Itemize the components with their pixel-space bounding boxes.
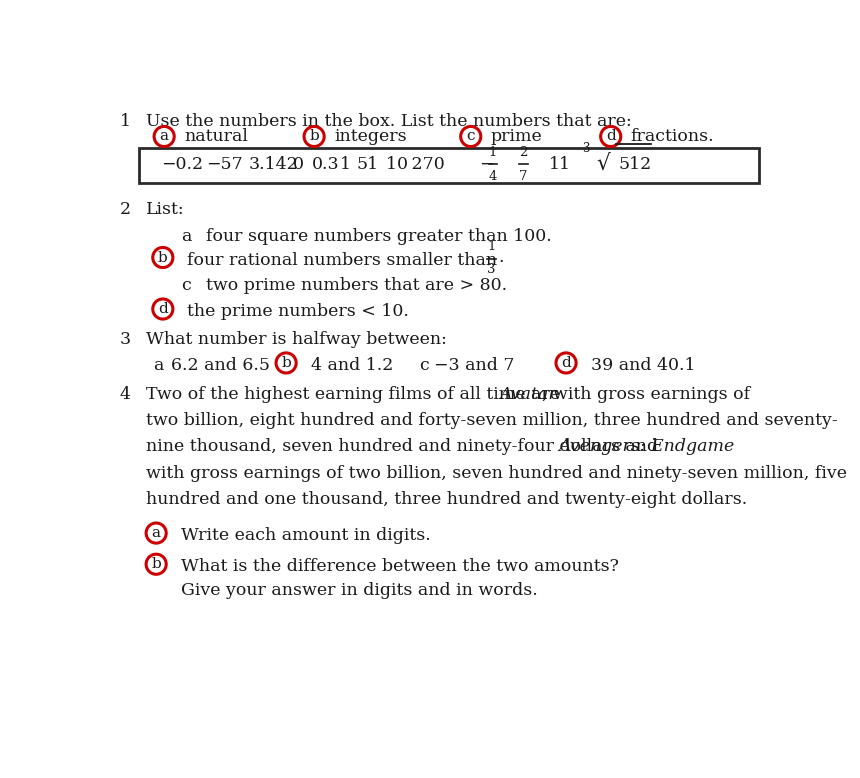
Text: What is the difference between the two amounts?: What is the difference between the two a…	[181, 559, 618, 575]
Text: 7: 7	[519, 170, 528, 183]
Text: −0.2: −0.2	[161, 156, 203, 173]
Text: 39 and 40.1: 39 and 40.1	[591, 357, 695, 374]
Text: c: c	[466, 129, 475, 143]
Text: a: a	[160, 129, 169, 143]
Text: 0: 0	[292, 156, 304, 173]
Text: Avatar: Avatar	[499, 386, 556, 403]
Text: d: d	[158, 302, 168, 316]
Text: 51: 51	[357, 156, 379, 173]
Text: a: a	[153, 357, 163, 374]
Text: a: a	[151, 526, 161, 540]
Text: 3.142: 3.142	[249, 156, 298, 173]
Text: What number is halfway between:: What number is halfway between:	[146, 331, 447, 349]
Text: b: b	[281, 356, 291, 370]
Text: 0.3: 0.3	[312, 156, 340, 173]
Text: 1: 1	[120, 113, 131, 129]
Text: b: b	[310, 129, 319, 143]
Text: c: c	[420, 357, 429, 374]
Text: two billion, eight hundred and forty-seven million, three hundred and seventy-: two billion, eight hundred and forty-sev…	[146, 412, 838, 429]
Text: c: c	[181, 277, 191, 294]
Text: 10 270: 10 270	[386, 156, 445, 173]
Text: nine thousand, seven hundred and ninety-four dollars and: nine thousand, seven hundred and ninety-…	[146, 439, 664, 455]
Text: √: √	[597, 153, 611, 175]
Text: Use the numbers in the box. List the numbers that are:: Use the numbers in the box. List the num…	[146, 113, 632, 129]
Text: 512: 512	[618, 156, 651, 173]
Text: d: d	[605, 129, 616, 143]
Text: d: d	[562, 356, 571, 370]
Text: b: b	[158, 251, 168, 265]
Text: 1: 1	[488, 240, 495, 253]
Text: −: −	[479, 156, 494, 173]
Text: Give your answer in digits and in words.: Give your answer in digits and in words.	[181, 582, 538, 599]
Text: 4: 4	[120, 386, 131, 403]
Text: 3: 3	[120, 331, 131, 349]
Text: a: a	[181, 227, 191, 244]
Text: Avengers: Endgame: Avengers: Endgame	[558, 439, 734, 455]
Text: Write each amount in digits.: Write each amount in digits.	[181, 527, 431, 544]
Text: four square numbers greater than 100.: four square numbers greater than 100.	[206, 227, 552, 244]
Text: 1: 1	[488, 145, 497, 159]
Text: two prime numbers that are > 80.: two prime numbers that are > 80.	[206, 277, 507, 294]
Text: 2: 2	[120, 202, 131, 218]
Text: .: .	[499, 249, 504, 266]
Text: hundred and one thousand, three hundred and twenty-eight dollars.: hundred and one thousand, three hundred …	[146, 491, 747, 508]
Text: , with gross earnings of: , with gross earnings of	[542, 386, 750, 403]
Text: 3: 3	[582, 142, 590, 155]
Text: integers: integers	[334, 128, 407, 145]
Text: b: b	[151, 557, 161, 571]
Text: 4 and 1.2: 4 and 1.2	[310, 357, 393, 374]
Text: 1: 1	[340, 156, 350, 173]
Text: Two of the highest earning films of all time are: Two of the highest earning films of all …	[146, 386, 566, 403]
FancyBboxPatch shape	[139, 149, 759, 184]
Text: natural: natural	[184, 128, 248, 145]
Text: 11: 11	[549, 156, 571, 173]
Text: 4: 4	[488, 170, 497, 183]
Text: List:: List:	[146, 202, 185, 218]
Text: 3: 3	[487, 263, 495, 276]
Text: the prime numbers < 10.: the prime numbers < 10.	[187, 303, 409, 320]
Text: prime: prime	[491, 128, 543, 145]
Text: 2: 2	[519, 145, 527, 159]
Text: fractions.: fractions.	[630, 128, 715, 145]
Text: −57: −57	[206, 156, 243, 173]
Text: with gross earnings of two billion, seven hundred and ninety-seven million, five: with gross earnings of two billion, seve…	[146, 464, 847, 482]
Text: 6.2 and 6.5: 6.2 and 6.5	[171, 357, 270, 374]
Text: −3 and 7: −3 and 7	[434, 357, 514, 374]
Text: four rational numbers smaller than: four rational numbers smaller than	[187, 251, 498, 268]
